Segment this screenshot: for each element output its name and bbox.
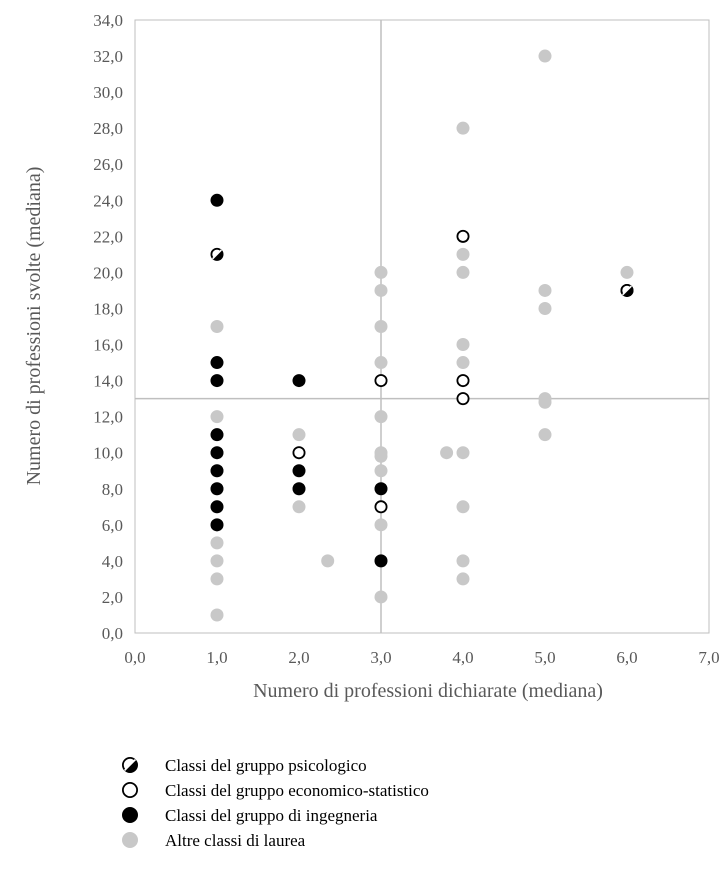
data-point-black <box>210 482 224 496</box>
data-point-black <box>210 374 224 388</box>
data-point-open <box>456 374 470 388</box>
data-point-gray <box>538 392 552 406</box>
data-point-gray <box>456 247 470 261</box>
x-tick-label: 0,0 <box>124 648 145 667</box>
data-point-open <box>292 446 306 460</box>
data-point-black <box>292 374 306 388</box>
y-tick-label: 4,0 <box>102 552 123 571</box>
y-tick-label: 2,0 <box>102 588 123 607</box>
legend-marker-black <box>122 807 138 823</box>
y-tick-label: 6,0 <box>102 516 123 535</box>
data-points <box>210 49 634 622</box>
data-point-gray <box>374 446 388 460</box>
y-tick-label: 22,0 <box>93 227 123 246</box>
y-tick-label: 32,0 <box>93 47 123 66</box>
y-tick-label: 30,0 <box>93 83 123 102</box>
y-tick-label: 34,0 <box>93 11 123 30</box>
legend-label: Altre classi di laurea <box>165 831 306 850</box>
y-tick-label: 20,0 <box>93 263 123 282</box>
data-point-gray <box>321 554 335 568</box>
data-point-gray <box>456 554 470 568</box>
data-point-gray <box>210 320 224 333</box>
x-tick-label: 2,0 <box>288 648 309 667</box>
legend-label: Classi del gruppo di ingegneria <box>165 806 378 825</box>
data-point-gray <box>210 572 224 586</box>
data-point-gray <box>440 446 454 460</box>
data-point-gray <box>456 446 470 460</box>
data-point-black <box>210 518 224 532</box>
data-point-gray <box>538 49 552 63</box>
data-point-gray <box>374 410 388 424</box>
axis-ticks: 0,0 1,0 2,0 3,0 4,0 5,0 6,0 7,0 0,0 2,0 4,0 6,0 8,0 1… <box>93 11 719 667</box>
x-axis-label: Numero di professioni dichiarate (median… <box>253 680 603 702</box>
x-tick-label: 1,0 <box>206 648 227 667</box>
data-point-gray <box>374 356 388 370</box>
y-tick-label: 26,0 <box>93 155 123 174</box>
y-tick-label: 16,0 <box>93 336 123 355</box>
plot-frame <box>134 19 710 634</box>
legend: Classi del gruppo psicologico Classi del … <box>122 756 429 850</box>
data-point-gray <box>456 356 470 370</box>
data-point-gray <box>538 428 552 442</box>
data-point-black <box>374 482 388 496</box>
data-point-hatched <box>210 247 224 261</box>
legend-marker-hatched <box>122 757 138 773</box>
data-point-black <box>374 554 388 568</box>
data-point-gray <box>210 554 224 568</box>
data-point-gray <box>456 338 470 352</box>
data-point-black <box>210 428 224 442</box>
y-tick-label: 8,0 <box>102 480 123 499</box>
data-point-black <box>292 482 306 496</box>
x-tick-label: 7,0 <box>698 648 719 667</box>
data-point-open <box>456 392 470 406</box>
data-point-gray <box>292 500 306 514</box>
y-tick-label: 10,0 <box>93 444 123 463</box>
data-point-gray <box>210 608 224 622</box>
y-tick-label: 28,0 <box>93 119 123 138</box>
x-tick-label: 3,0 <box>370 648 391 667</box>
data-point-gray <box>374 320 388 333</box>
y-axis-label: Numero di professioni svolte (mediana) <box>23 167 45 486</box>
data-point-gray <box>374 265 388 279</box>
data-point-gray <box>374 590 388 604</box>
data-point-gray <box>538 283 552 297</box>
x-tick-label: 4,0 <box>452 648 473 667</box>
y-tick-label: 14,0 <box>93 372 123 391</box>
data-point-black <box>210 193 224 207</box>
data-point-gray <box>620 265 634 279</box>
data-point-gray <box>374 518 388 532</box>
y-tick-label: 18,0 <box>93 299 123 318</box>
x-tick-label: 5,0 <box>534 648 555 667</box>
data-point-open <box>456 229 470 243</box>
data-point-black <box>210 446 224 460</box>
y-tick-label: 12,0 <box>93 408 123 427</box>
data-point-gray <box>374 464 388 478</box>
data-point-gray <box>292 428 306 442</box>
data-point-black <box>210 464 224 478</box>
data-point-gray <box>456 572 470 586</box>
plot-border <box>134 19 710 634</box>
y-tick-label: 24,0 <box>93 191 123 210</box>
data-point-gray <box>456 121 470 135</box>
x-tick-label: 6,0 <box>616 648 637 667</box>
data-point-black <box>292 464 306 478</box>
legend-marker-open <box>122 782 138 798</box>
legend-marker-gray <box>122 832 138 848</box>
data-point-hatched <box>620 283 634 297</box>
data-point-gray <box>456 265 470 279</box>
data-point-gray <box>210 410 224 424</box>
data-point-black <box>210 500 224 514</box>
data-point-gray <box>210 536 224 550</box>
legend-label: Classi del gruppo psicologico <box>165 756 367 775</box>
data-point-black <box>210 356 224 370</box>
legend-label: Classi del gruppo economico-statistico <box>165 781 429 800</box>
data-point-gray <box>538 301 552 315</box>
data-point-gray <box>456 500 470 514</box>
data-point-open <box>374 374 388 388</box>
y-tick-label: 0,0 <box>102 624 123 643</box>
data-point-open <box>374 500 388 514</box>
data-point-gray <box>374 283 388 297</box>
